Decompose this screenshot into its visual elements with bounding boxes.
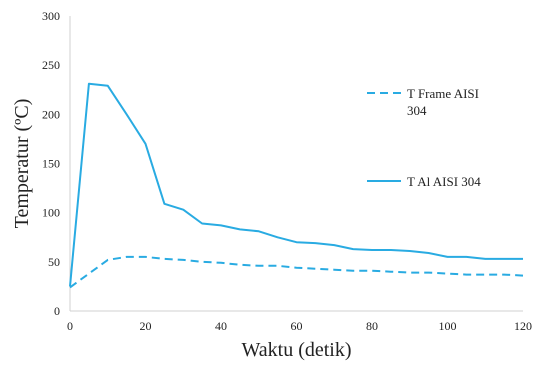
series-line-al [69,82,523,287]
x-tick-label: 80 [366,319,378,333]
y-tick-label: 150 [42,157,60,171]
x-tick-label: 120 [514,319,532,333]
series-line-frame [69,255,524,289]
x-tick-label: 0 [67,319,73,333]
x-tick-label: 60 [291,319,303,333]
y-tick-label: 100 [42,206,60,220]
x-tick-label: 100 [439,319,457,333]
x-tick-label: 40 [215,319,227,333]
y-tick-label: 200 [42,107,60,121]
axes [69,16,523,312]
tick-labels: 0 20 40 60 80 100 120 0 50 100 150 200 250 300 [42,9,532,333]
legend-label: T Al AISI 304 [407,174,481,189]
legend: T Frame AISI 304 T Al AISI 304 [367,86,481,189]
y-tick-label: 0 [54,304,60,318]
y-tick-label: 250 [42,58,60,72]
legend-label: T Frame AISI 304 [407,86,479,118]
y-axis-title: Temperatur (ºC) [11,99,33,229]
x-axis-title: Waktu (detik) [241,339,351,361]
series-lines [69,82,524,289]
y-tick-label: 50 [48,255,60,269]
x-tick-label: 20 [140,319,152,333]
y-tick-label: 300 [42,9,60,23]
